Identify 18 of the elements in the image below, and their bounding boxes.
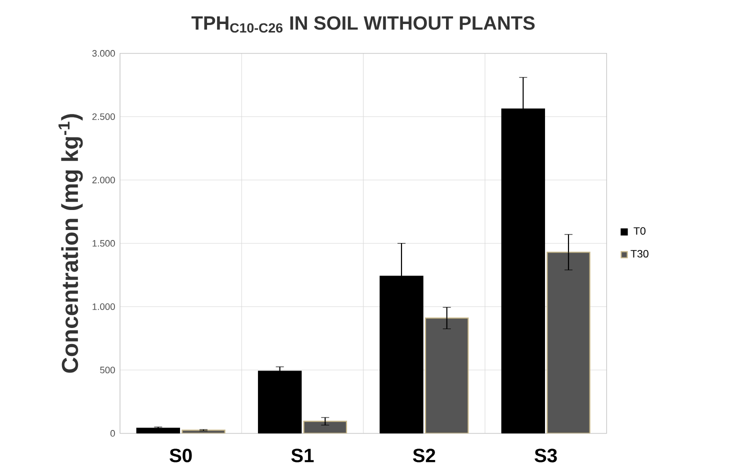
bar (546, 252, 590, 434)
x-tick-label: S3 (534, 448, 557, 462)
x-tick-label: S2 (412, 448, 436, 462)
legend-label: T0 (634, 227, 646, 235)
y-axis-title: Concentration (mg kg$^{-1}$) (58, 114, 83, 373)
chart-title: TPH$_{C10-C26}$ IN SOIL WITHOUT PLANTS (191, 16, 535, 33)
bar (304, 421, 346, 434)
y-tick-label: 2.500 (92, 113, 115, 120)
y-tick-label: 500 (100, 366, 115, 374)
x-tick-label: S0 (170, 448, 192, 462)
y-tick-label: 0 (110, 430, 115, 437)
y-tick-label: 1.500 (92, 240, 115, 247)
x-tick-label: S1 (291, 448, 314, 462)
y-tick-label: 1.000 (92, 303, 115, 310)
y-tick-label: 2.000 (92, 176, 115, 184)
legend-label: T30 (630, 250, 648, 258)
bar (424, 318, 469, 434)
y-tick-label: 3.000 (92, 50, 115, 57)
